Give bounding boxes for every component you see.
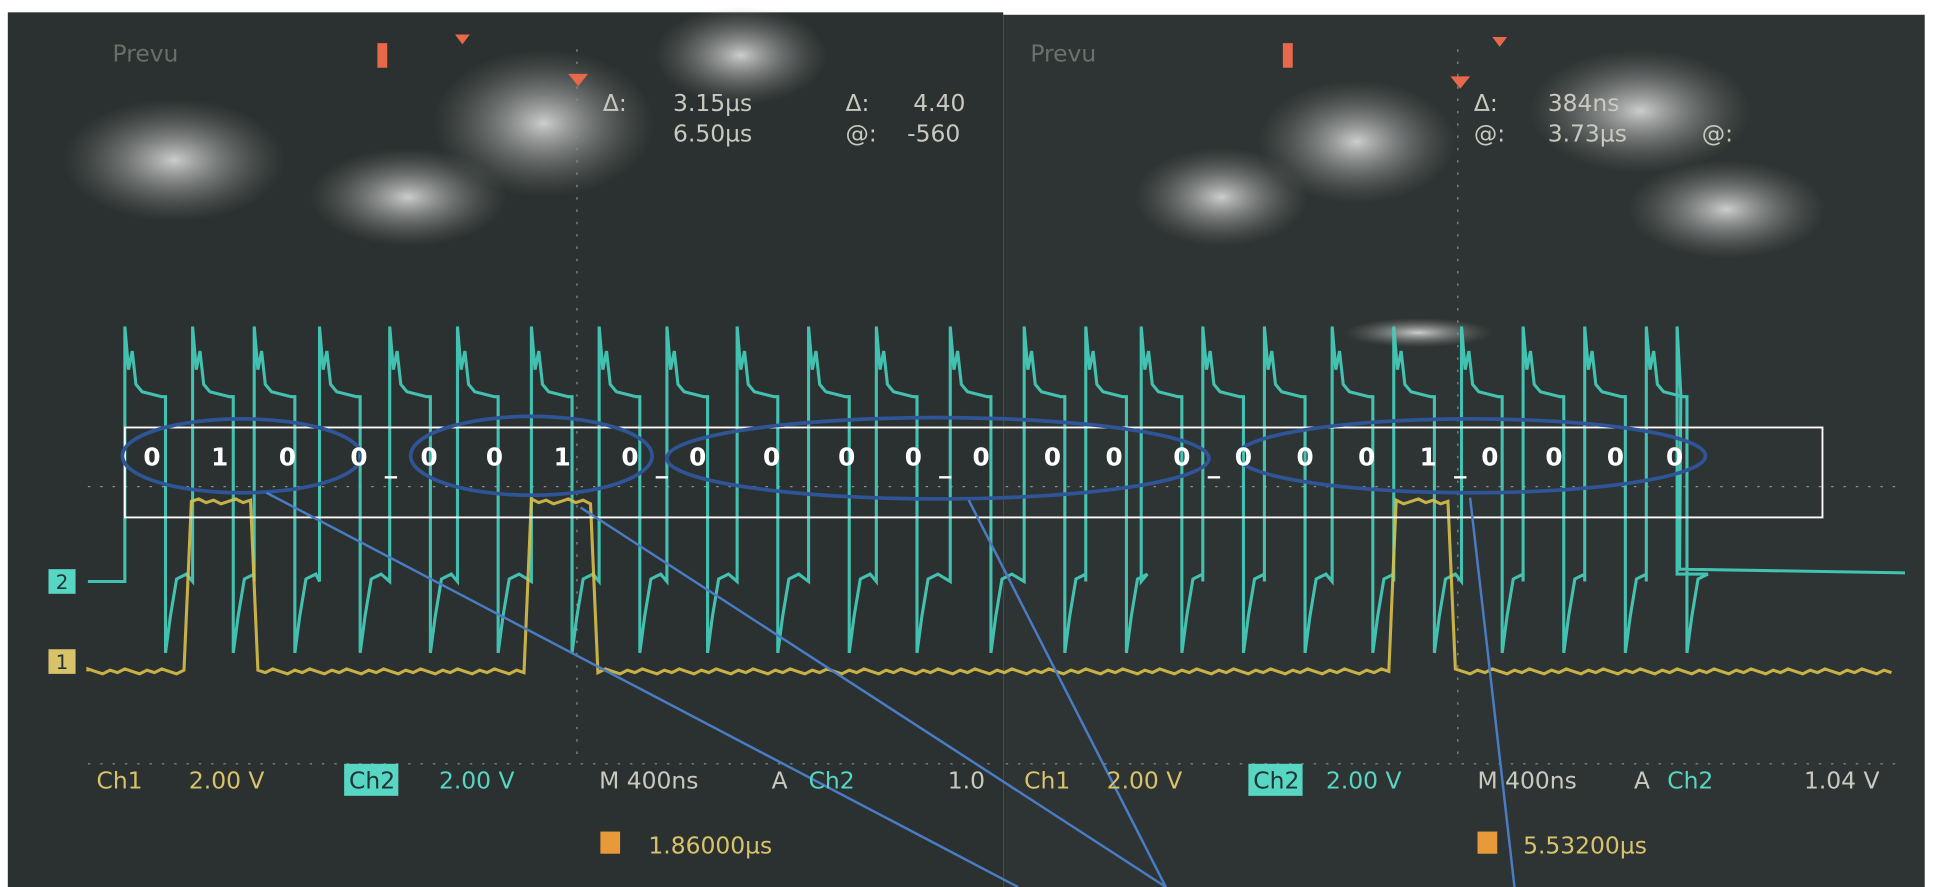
bit: 0	[421, 442, 438, 471]
bit: 0	[1296, 442, 1313, 471]
ch1-marker-label: 1	[56, 651, 69, 674]
value: 384ns	[1548, 89, 1620, 117]
separator: _	[385, 450, 398, 479]
ch1-scale: 2.00 V	[1107, 766, 1183, 794]
bit: 0	[1235, 442, 1252, 471]
value: -560	[907, 120, 960, 148]
page: {"left_scope":{"menu":"Prevu","cursor_de…	[0, 0, 1935, 887]
ch1-scale: 2.00 V	[189, 766, 265, 794]
bit: 0	[621, 442, 638, 471]
label: Δ:	[846, 89, 870, 117]
label: Δ:	[603, 89, 627, 117]
bit: 0	[1044, 442, 1061, 471]
bit: 0	[1545, 442, 1562, 471]
bit: 0	[1173, 442, 1190, 471]
separator: _	[1454, 450, 1467, 479]
bit: 0	[1481, 442, 1498, 471]
menu: Prevu	[1030, 40, 1096, 68]
trigger-source: Ch2	[809, 766, 855, 794]
ch1: Ch1	[97, 766, 143, 794]
trigger-mode: A	[1634, 766, 1650, 794]
photo: 0100_0010_0000_0000_0001_0000 2 1 Prevu …	[0, 0, 1935, 887]
trigger-mode: A	[772, 766, 788, 794]
trigger-icon	[1478, 832, 1498, 854]
bit: 0	[972, 442, 989, 471]
bit: 0	[1666, 442, 1683, 471]
value: 3.73µs	[1548, 120, 1627, 148]
separator: _	[656, 450, 669, 479]
bit: 0	[689, 442, 706, 471]
bit: 1	[554, 442, 571, 471]
bit: 0	[838, 442, 855, 471]
trigger-position: 5.53200µs	[1523, 832, 1647, 860]
value: 3.15µs	[673, 89, 752, 117]
label: @:	[1702, 120, 1733, 148]
trigger-level: 1.04 V	[1804, 766, 1880, 794]
timebase: M 400ns	[599, 766, 698, 794]
menu: Prevu	[113, 40, 179, 68]
ch2-marker-label: 2	[56, 571, 69, 594]
bit: 0	[905, 442, 922, 471]
bit: 1	[211, 442, 228, 471]
bit: 0	[1106, 442, 1123, 471]
bit: 0	[350, 442, 367, 471]
bit: 0	[1607, 442, 1624, 471]
ch2: Ch2	[349, 766, 395, 794]
separator: _	[1208, 450, 1221, 479]
separator: _	[939, 450, 952, 479]
ch2-scale: 2.00 V	[1326, 766, 1402, 794]
ch2: Ch2	[1253, 766, 1299, 794]
trigger-position: 1.86000µs	[648, 832, 772, 860]
bit: 0	[143, 442, 160, 471]
label: Δ:	[1474, 89, 1498, 117]
label: @:	[846, 120, 877, 148]
timebase: M 400ns	[1478, 766, 1577, 794]
ch1: Ch1	[1024, 766, 1070, 794]
trigger-level: 1.0	[948, 766, 985, 794]
bit: 1	[1420, 442, 1437, 471]
bit: 0	[279, 442, 296, 471]
value: 4.40	[913, 89, 965, 117]
trigger-icon	[600, 832, 620, 854]
bit: 0	[486, 442, 503, 471]
value: 6.50µs	[673, 120, 752, 148]
trigger-source: Ch2	[1667, 766, 1713, 794]
ch2-scale: 2.00 V	[439, 766, 515, 794]
bit: 0	[1358, 442, 1375, 471]
bit: 0	[763, 442, 780, 471]
label: @:	[1474, 120, 1505, 148]
